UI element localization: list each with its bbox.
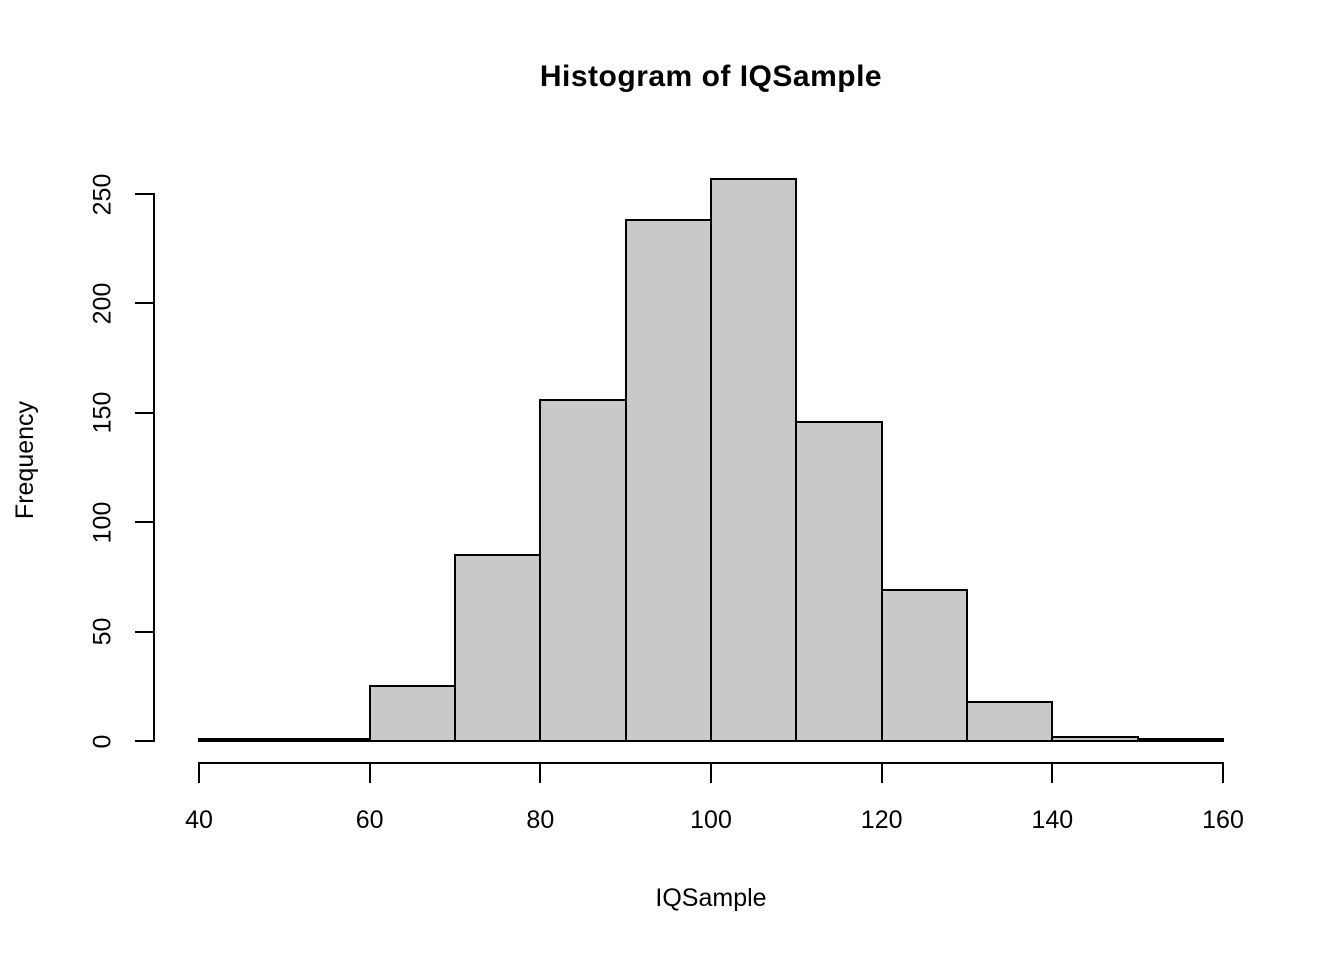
x-tick-label: 140: [1031, 806, 1074, 834]
y-axis-line: [153, 193, 155, 742]
histogram-bar: [454, 554, 542, 742]
x-tick-label: 60: [355, 806, 384, 834]
chart-title: Histogram of IQSample: [539, 60, 883, 93]
x-tick-label: 80: [526, 806, 555, 834]
y-tick-label: 100: [88, 501, 117, 544]
histogram-bar: [283, 737, 371, 742]
histogram-bar: [880, 589, 968, 742]
y-axis-label: Frequency: [11, 400, 39, 520]
histogram-bar: [198, 737, 286, 742]
x-tick-mark: [539, 762, 542, 783]
histogram-bar: [624, 219, 712, 742]
x-tick-label: 120: [860, 806, 903, 834]
x-axis-label: IQSample: [655, 884, 767, 912]
histogram-bar: [1136, 737, 1224, 742]
histogram-bar: [539, 398, 627, 742]
y-tick-label: 0: [88, 734, 117, 748]
y-tick-mark: [135, 740, 153, 742]
x-tick-label: 100: [690, 806, 732, 834]
y-tick-mark: [135, 302, 153, 305]
x-tick-mark: [880, 762, 883, 783]
y-tick-label: 250: [88, 173, 117, 215]
histogram-bar: [966, 700, 1054, 742]
y-tick-mark: [135, 411, 153, 414]
x-tick-mark: [710, 762, 712, 783]
x-tick-mark: [368, 762, 371, 783]
y-tick-mark: [135, 630, 153, 633]
x-tick-mark: [198, 762, 200, 783]
y-tick-mark: [135, 193, 153, 195]
histogram-bar: [368, 685, 456, 742]
y-tick-label: 200: [88, 282, 117, 325]
y-tick-mark: [135, 521, 153, 524]
histogram-bar: [1051, 735, 1139, 742]
histogram-bar: [710, 177, 798, 742]
x-tick-label: 40: [185, 806, 213, 834]
x-tick-mark: [1222, 762, 1224, 783]
x-tick-mark: [1051, 762, 1054, 783]
y-tick-label: 50: [88, 617, 117, 646]
y-tick-label: 150: [88, 391, 117, 434]
x-tick-label: 160: [1202, 806, 1244, 834]
histogram-bar: [795, 420, 883, 742]
